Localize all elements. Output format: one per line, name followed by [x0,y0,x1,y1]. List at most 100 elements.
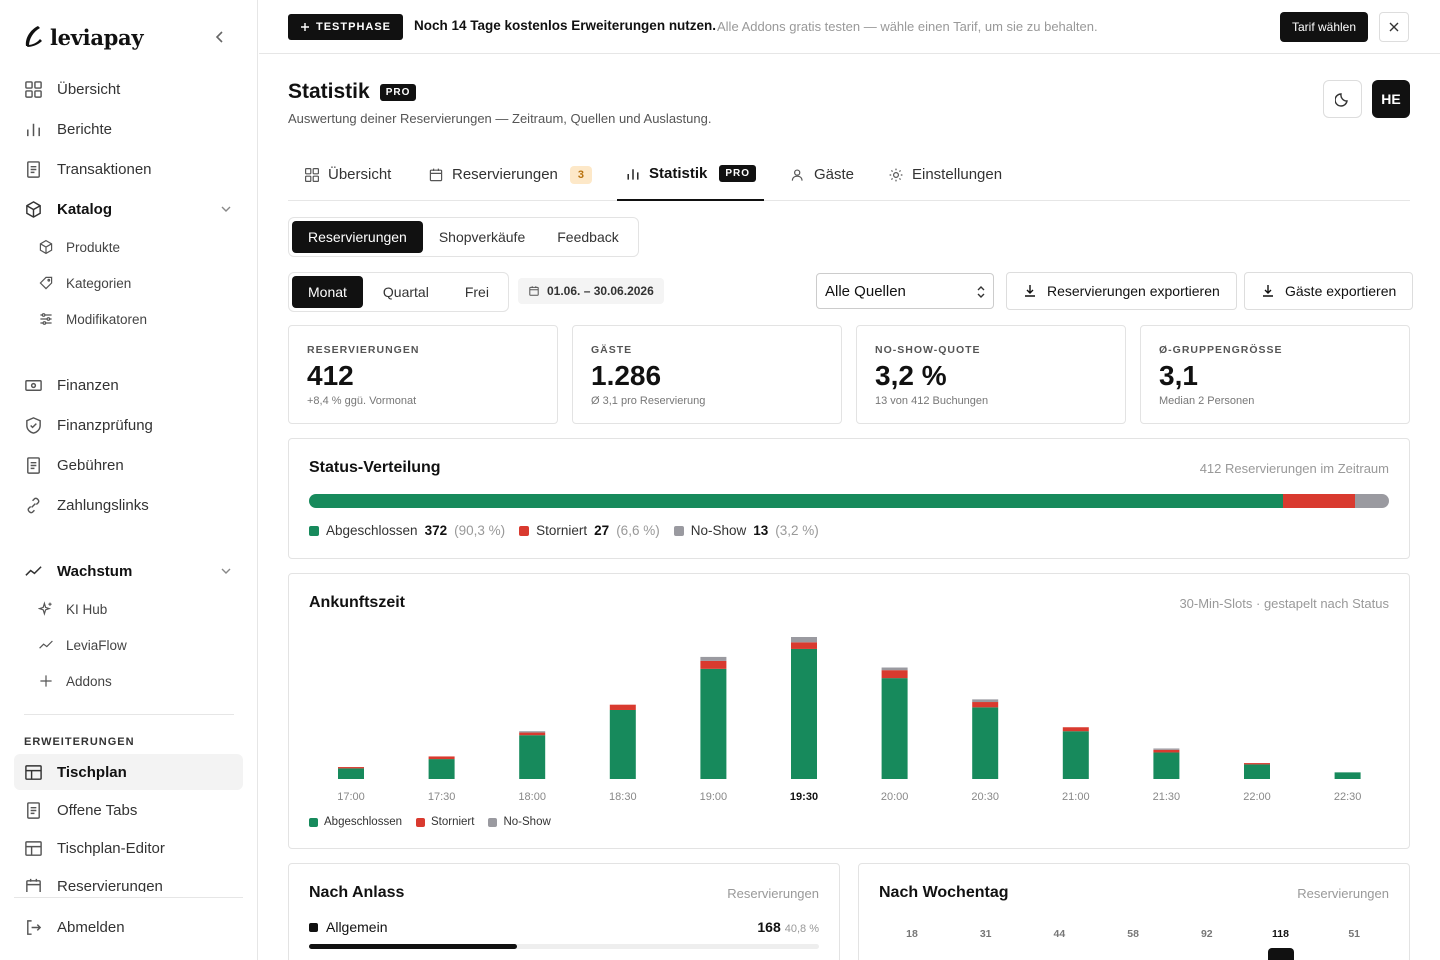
logout-icon [27,919,42,935]
bar-abgeschlossen-20:30[interactable] [972,707,999,779]
export-reservations-button[interactable]: Reservierungen exportieren [1006,272,1237,310]
bar-storniert-17:30[interactable] [428,756,455,760]
date-range-pill[interactable]: 01.06. – 30.06.2026 [518,278,664,304]
bar-storniert-22:00[interactable] [1244,763,1270,765]
receipt-icon [27,801,40,819]
subtab-feedback[interactable]: Feedback [557,229,619,245]
bar-no-show-21:30[interactable] [1153,748,1180,750]
bar-storniert-19:00[interactable] [700,660,727,669]
bar-storniert-20:00[interactable] [881,670,908,679]
sidebar-item-berichte[interactable]: Berichte [14,111,243,147]
bar-abgeschlossen-21:00[interactable] [1062,731,1089,779]
collapse-sidebar-icon[interactable] [210,27,230,47]
bar-abgeschlossen-18:30[interactable] [609,709,636,779]
status-segment-abgeschlossen [309,494,1284,508]
bar-no-show-20:30[interactable] [972,699,999,703]
bar-storniert-17:00[interactable] [338,767,364,769]
brand-name: leviapay [50,24,144,50]
weekday-value: 92 [1200,928,1213,940]
legend-swatch [673,525,684,536]
main-content: TESTPHASE Noch 14 Tage kostenlos Erweite… [259,0,1440,960]
sidebar-item-ki-hub[interactable]: KI Hub [28,591,257,627]
status-legend-item: Storniert 27 (6,6 %) [519,523,660,538]
sidebar-item-finanzen[interactable]: Finanzen [14,367,243,403]
bar-storniert-21:00[interactable] [1062,727,1089,732]
period-quartal[interactable]: Quartal [382,284,429,300]
subtab-reservierungen[interactable]: Reservierungen [292,221,423,253]
link-icon [27,497,40,513]
kpi-label: NO-SHOW-QUOTE [875,344,981,356]
bar-no-show-19:30[interactable] [791,637,817,643]
sidebar-item-wachstum[interactable]: Wachstum [14,553,243,589]
bar-storniert-18:30[interactable] [609,704,636,710]
bar-abgeschlossen-19:00[interactable] [700,668,727,779]
sidebar-item-label: Übersicht [57,80,121,98]
sidebar-item-produkte[interactable]: Produkte [28,229,257,265]
sidebar-item-transaktionen[interactable]: Transaktionen [14,151,243,187]
sidebar-item-gebuehren[interactable]: Gebühren [14,447,243,483]
sidebar-item-uebersicht[interactable]: Übersicht [14,71,243,107]
bar-abgeschlossen-17:00[interactable] [338,768,364,779]
bar-chart-icon [27,123,40,136]
bar-abgeschlossen-22:30[interactable] [1334,772,1361,779]
bar-abgeschlossen-21:30[interactable] [1153,752,1180,779]
choose-plan-button[interactable]: Tarif wählen [1280,12,1369,42]
legend-swatch [488,817,498,827]
bar-storniert-20:30[interactable] [972,702,999,708]
x-tick-label: 17:00 [337,791,365,803]
tab-statistik[interactable]: Statistik PRO [617,148,765,201]
sidebar-item-modifikatoren[interactable]: Modifikatoren [28,301,257,337]
sidebar-item-tischplan[interactable]: Tischplan [14,754,243,790]
tab-reservierungen[interactable]: Reservierungen 3 [428,148,593,201]
bar-no-show-19:00[interactable] [700,656,727,661]
bar-abgeschlossen-22:00[interactable] [1244,764,1270,779]
anlass-bar-fill [309,944,518,949]
close-banner-button[interactable] [1379,12,1409,42]
weekday-bar-max[interactable] [1267,948,1294,960]
bar-storniert-21:30[interactable] [1153,749,1180,753]
tab-einstellungen[interactable]: Einstellungen [888,148,1002,201]
legend-swatch [416,817,425,827]
weekday-value: 118 [1272,928,1289,940]
legend-item-no-show: No-Show [488,816,551,828]
weekday-unit: Reservierungen [1297,886,1389,901]
sidebar-item-addons[interactable]: Addons [28,663,257,699]
bar-storniert-18:00[interactable] [519,732,546,736]
bar-abgeschlossen-19:30[interactable] [791,648,817,779]
sidebar-item-finanzpruefung[interactable]: Finanzprüfung [14,407,243,443]
status-bar [309,494,1389,508]
logout-button[interactable]: Abmelden [14,909,243,945]
theme-toggle-button[interactable] [1323,80,1362,118]
anlass-name: Allgemein [326,919,388,935]
sidebar-item-katalog[interactable]: Katalog [14,191,243,227]
bar-storniert-19:30[interactable] [791,642,817,649]
sidebar: leviapay Übersicht Berichte Transaktione… [0,0,258,960]
sidebar-item-kategorien[interactable]: Kategorien [28,265,257,301]
sidebar-item-tischplan-editor[interactable]: Tischplan-Editor [14,830,243,866]
box-icon [26,200,41,218]
sidebar-item-label: LeviaFlow [66,637,127,653]
arrival-chart: 17:00 17:30 18:00 18:30 19:00 19:30 20:00 20:30… [337,637,1361,803]
subtab-shopverkaeufe[interactable]: Shopverkäufe [438,229,526,245]
period-frei[interactable]: Frei [464,284,489,300]
sidebar-item-reservierungen[interactable]: Reservierungen [14,868,243,892]
bar-abgeschlossen-17:30[interactable] [428,759,455,779]
bar-abgeschlossen-18:00[interactable] [519,735,546,779]
anlass-pct: 40,8 % [784,923,819,935]
avatar[interactable]: HE [1372,80,1410,118]
brand-logo[interactable]: leviapay [22,22,144,52]
bar-no-show-20:00[interactable] [881,667,908,671]
chevron-down-icon [221,568,231,574]
period-monat[interactable]: Monat [292,276,363,308]
sidebar-item-offene-tabs[interactable]: Offene Tabs [14,792,243,828]
legend-label: Storniert [431,816,475,828]
tab-gaeste[interactable]: Gäste [790,148,854,201]
sidebar-item-zahlungslinks[interactable]: Zahlungslinks [14,487,243,523]
calendar-icon [26,878,41,892]
sidebar-item-leviaflow[interactable]: LeviaFlow [28,627,257,663]
source-select[interactable]: Alle Quellen [816,273,994,309]
export-guests-button[interactable]: Gäste exportieren [1244,272,1414,310]
bar-no-show-18:00[interactable] [519,731,546,733]
bar-abgeschlossen-20:00[interactable] [881,678,908,779]
tab-uebersicht[interactable]: Übersicht [304,148,391,201]
